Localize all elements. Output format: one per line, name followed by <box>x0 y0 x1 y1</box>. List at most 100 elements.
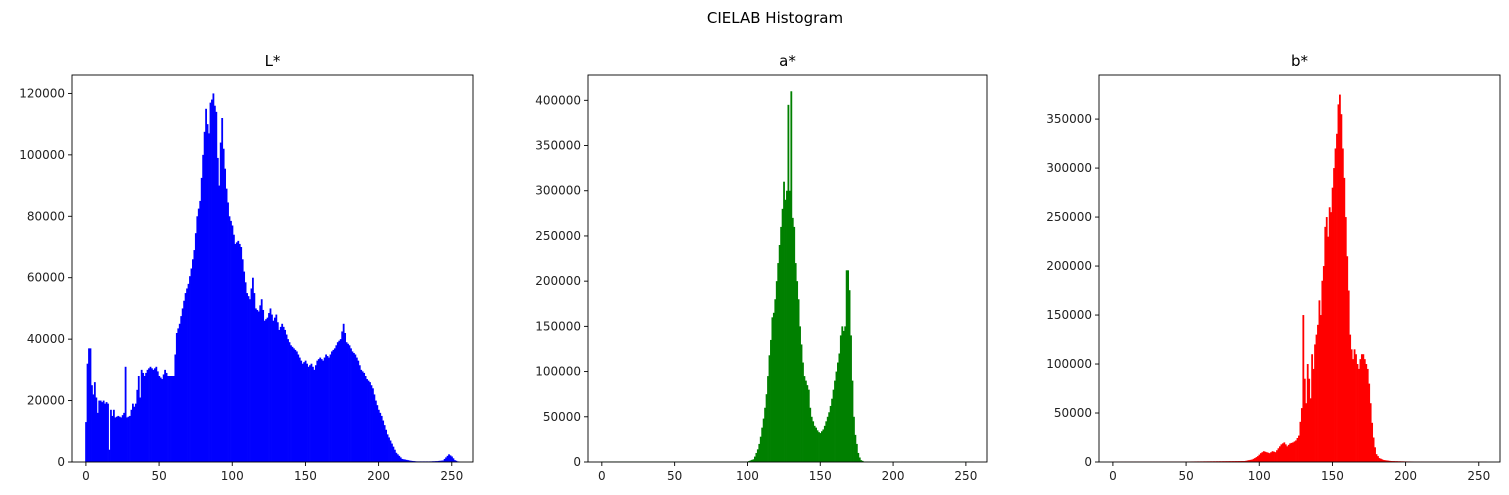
histogram-bar <box>1362 354 1365 462</box>
histogram-bar <box>366 379 368 462</box>
histogram-bar <box>88 348 90 462</box>
histogram-bar <box>1347 290 1350 462</box>
histogram-bar <box>839 335 842 462</box>
histogram-bar <box>175 333 178 462</box>
histogram-bar <box>413 461 415 462</box>
histogram-bar <box>254 308 257 462</box>
histogram-bar <box>332 349 335 462</box>
x-tick-label: 100 <box>1248 469 1271 483</box>
histogram-bar <box>314 365 317 462</box>
histogram-bar <box>231 225 234 462</box>
histogram-bar <box>853 416 855 462</box>
histogram-bar <box>820 431 823 462</box>
histogram-bar <box>133 406 136 462</box>
histogram-bar <box>752 459 755 462</box>
histogram-bar <box>1384 460 1387 462</box>
histogram-bar <box>796 281 799 462</box>
histogram-bar <box>1343 177 1346 462</box>
histogram-bar <box>295 351 298 462</box>
histogram-bar <box>189 276 191 462</box>
histogram-bar <box>108 449 111 462</box>
histogram-bar <box>312 366 314 462</box>
y-tick-label: 100000 <box>535 365 581 379</box>
histogram-bar <box>1255 457 1258 462</box>
histogram-bar <box>1298 435 1300 462</box>
histogram-bar <box>187 283 190 462</box>
histogram-bar <box>304 360 307 462</box>
histogram-bar <box>851 380 854 462</box>
histogram-bar <box>774 299 777 462</box>
histogram-bar <box>268 313 270 462</box>
histogram-bar <box>437 460 440 462</box>
histogram-bar <box>1350 349 1353 462</box>
histogram-bar <box>152 369 155 462</box>
x-tick-label: 50 <box>1178 469 1193 483</box>
histogram-bar <box>322 360 325 462</box>
histogram-bar <box>168 376 171 462</box>
histogram-bar <box>748 460 750 462</box>
histogram-bar <box>831 398 833 462</box>
x-tick-label: 250 <box>954 469 977 483</box>
histogram-bar <box>351 351 354 462</box>
histogram-bar <box>1257 456 1259 462</box>
histogram-bar <box>1358 368 1360 462</box>
histogram-bar <box>395 452 398 462</box>
histogram-bar <box>1328 207 1331 462</box>
histogram-bar <box>247 296 250 462</box>
histogram-bar <box>1366 368 1369 462</box>
histogram-bar <box>85 422 87 462</box>
histogram-bar <box>854 434 857 462</box>
histogram-bar <box>1381 459 1384 462</box>
histogram-bar <box>1325 217 1328 462</box>
histogram-bar <box>1368 383 1371 462</box>
histogram-bar <box>1336 133 1338 462</box>
histogram-bar <box>793 226 796 462</box>
histogram-bar <box>762 418 765 462</box>
histogram-bar <box>320 359 323 462</box>
histogram-bar <box>357 360 360 462</box>
histogram-bar <box>363 372 366 462</box>
histogram-bar <box>780 226 783 462</box>
histogram-bar <box>1238 461 1240 462</box>
histogram-bar <box>348 345 351 462</box>
axes-frame <box>1098 74 1501 463</box>
histogram-bar <box>338 340 341 462</box>
histogram-bar <box>1334 148 1337 463</box>
histogram-bar <box>858 457 861 462</box>
histogram-bar <box>1315 334 1318 462</box>
histogram-bar <box>1359 359 1362 462</box>
histogram-bar <box>1346 256 1349 462</box>
histogram-bar <box>1248 460 1251 462</box>
histogram-bar <box>262 309 265 462</box>
histogram-bar <box>850 335 852 462</box>
histogram-bar <box>812 421 815 462</box>
histogram-bar <box>1280 444 1283 462</box>
histogram-bar <box>784 199 787 462</box>
histogram-bar <box>1274 452 1277 462</box>
panel-title-a: a* <box>779 52 796 70</box>
histogram-bar <box>442 460 445 462</box>
histogram-bar <box>1319 315 1322 462</box>
histogram-bar <box>813 425 816 462</box>
histogram-bar <box>269 308 272 462</box>
histogram-bar <box>1340 114 1343 462</box>
histogram-bar <box>1306 364 1309 462</box>
histogram-bar <box>1391 461 1394 462</box>
histogram-bar <box>221 118 224 462</box>
y-tick-label: 0 <box>573 455 581 469</box>
histogram-bar <box>759 436 762 462</box>
histogram-bar <box>1284 444 1287 462</box>
histogram-bar <box>145 372 147 462</box>
histogram-bar <box>405 459 408 462</box>
histogram-bar <box>1324 226 1327 462</box>
histogram-bar <box>350 348 352 462</box>
histogram-bar <box>96 412 99 462</box>
histogram-bar <box>449 455 452 462</box>
y-tick-label: 350000 <box>1046 112 1092 126</box>
histogram-bar <box>313 369 316 462</box>
histogram-bar <box>344 333 347 462</box>
y-tick-label: 400000 <box>535 93 581 107</box>
histogram-bar <box>1339 94 1341 462</box>
y-tick-label: 100000 <box>1046 357 1092 371</box>
histogram-bar <box>786 190 788 463</box>
